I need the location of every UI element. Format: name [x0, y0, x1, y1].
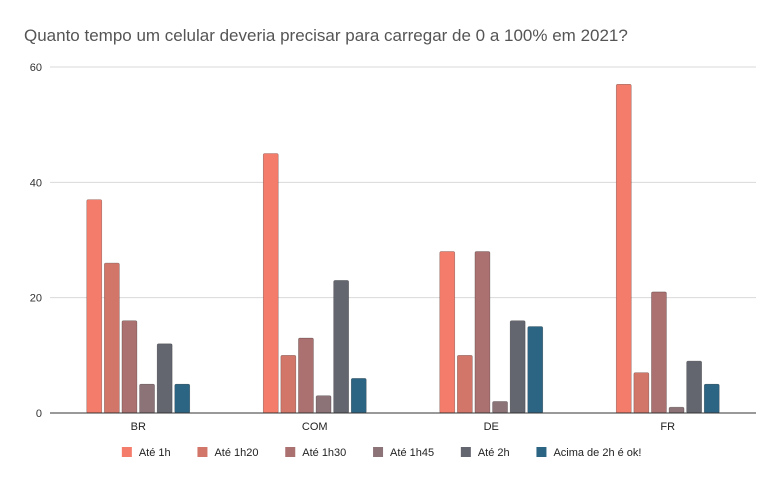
y-tick-label: 60 — [30, 62, 42, 74]
bar — [298, 337, 314, 414]
legend-swatch — [285, 447, 296, 457]
legend-label: Até 1h30 — [302, 447, 346, 459]
legend-label: Até 1h20 — [214, 447, 258, 459]
bar — [104, 262, 120, 414]
x-category-label: BR — [131, 421, 146, 433]
x-axis-categories: BR COM DE FR — [131, 421, 676, 433]
bar — [686, 360, 702, 414]
bar — [121, 320, 138, 414]
bar — [457, 355, 473, 414]
legend-item: Até 1h — [121, 447, 171, 459]
legend: Até 1h Até 1h20 Até 1h30 Até 1h45 Até 2h Acim… — [121, 447, 642, 459]
bar — [333, 280, 349, 414]
bar — [703, 383, 720, 414]
bar — [668, 406, 685, 414]
chart-title: Quanto tempo um celular deveria precisar… — [24, 26, 628, 45]
y-tick-label: 20 — [30, 293, 42, 305]
x-category-label: COM — [302, 421, 328, 433]
bar — [492, 401, 508, 414]
bar — [651, 291, 667, 414]
y-axis-ticks: 0 20 40 60 — [30, 62, 42, 420]
x-category-label: DE — [484, 421, 499, 433]
bar — [633, 372, 650, 414]
bars — [86, 84, 720, 414]
legend-item: Até 1h20 — [197, 447, 258, 459]
legend-item: Até 2h — [460, 447, 510, 459]
legend-label: Até 1h45 — [390, 447, 434, 459]
bar — [156, 343, 173, 414]
y-tick-label: 40 — [30, 177, 42, 189]
bar — [527, 326, 544, 414]
bar — [439, 251, 456, 414]
bar — [86, 199, 103, 414]
legend-item: Acima de 2h é ok! — [536, 447, 642, 459]
bar — [280, 355, 297, 414]
legend-swatch — [121, 447, 132, 457]
legend-label: Acima de 2h é ok! — [553, 447, 641, 459]
bar — [615, 84, 632, 414]
bar — [509, 320, 526, 414]
grid-lines — [50, 66, 756, 299]
legend-label: Até 1h — [139, 447, 171, 459]
bar — [474, 251, 491, 414]
bar — [315, 395, 332, 414]
bar — [139, 383, 155, 414]
x-category-label: FR — [660, 421, 675, 433]
legend-label: Até 2h — [478, 447, 510, 459]
bar — [262, 153, 279, 414]
legend-swatch — [536, 447, 547, 457]
legend-item: Até 1h45 — [373, 447, 434, 459]
legend-swatch — [373, 447, 384, 457]
legend-item: Até 1h30 — [285, 447, 346, 459]
y-tick-label: 0 — [36, 408, 42, 420]
bar — [174, 383, 191, 414]
bar — [350, 378, 367, 414]
legend-swatch — [197, 447, 208, 457]
legend-swatch — [460, 447, 471, 457]
